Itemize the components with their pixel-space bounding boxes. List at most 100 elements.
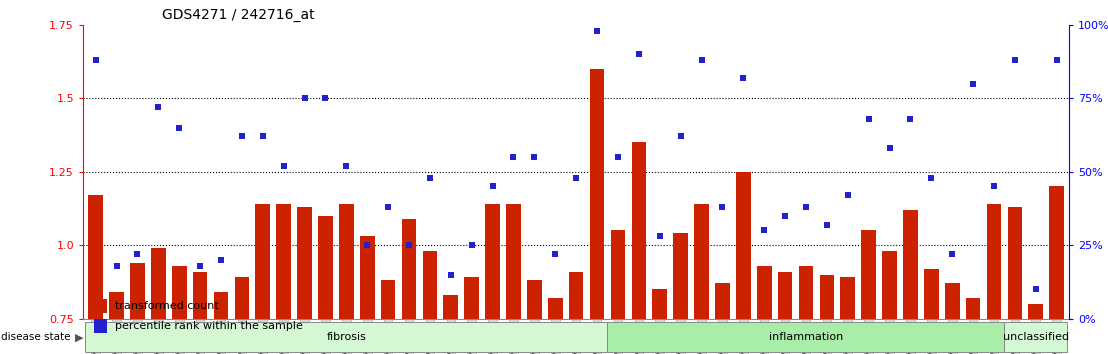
- Point: [902, 116, 920, 122]
- Text: transformed count: transformed count: [115, 301, 219, 311]
- Point: [609, 154, 627, 160]
- Point: [254, 133, 271, 139]
- Bar: [527, 280, 542, 319]
- Bar: [402, 219, 417, 319]
- Point: [735, 75, 752, 80]
- Text: unclassified: unclassified: [1003, 332, 1069, 342]
- Bar: [110, 292, 124, 319]
- Bar: [256, 204, 270, 319]
- Bar: [674, 233, 688, 319]
- Point: [630, 51, 648, 57]
- Point: [86, 57, 104, 63]
- Text: GDS4271 / 242716_at: GDS4271 / 242716_at: [162, 8, 315, 22]
- Bar: [1028, 304, 1043, 319]
- Point: [212, 257, 229, 263]
- Bar: [381, 280, 396, 319]
- Bar: [214, 292, 228, 319]
- Point: [192, 263, 209, 269]
- Text: ▶: ▶: [75, 332, 84, 342]
- Bar: [632, 142, 646, 319]
- Bar: [945, 283, 960, 319]
- Bar: [506, 204, 521, 319]
- Point: [777, 213, 794, 218]
- Bar: [820, 274, 834, 319]
- Point: [923, 175, 941, 181]
- Bar: [172, 266, 186, 319]
- Bar: [193, 272, 207, 319]
- Bar: [653, 289, 667, 319]
- Point: [379, 204, 397, 210]
- Point: [400, 242, 418, 248]
- Point: [233, 133, 250, 139]
- Point: [171, 125, 188, 130]
- Bar: [589, 69, 604, 319]
- Text: fibrosis: fibrosis: [327, 332, 367, 342]
- Point: [107, 263, 125, 269]
- Point: [881, 145, 899, 151]
- Bar: [861, 230, 876, 319]
- Point: [860, 116, 878, 122]
- FancyBboxPatch shape: [1005, 322, 1067, 352]
- Point: [296, 95, 314, 101]
- Text: inflammation: inflammation: [769, 332, 843, 342]
- Point: [484, 183, 502, 189]
- Bar: [297, 207, 311, 319]
- Bar: [1007, 207, 1023, 319]
- Point: [442, 272, 460, 278]
- Bar: [339, 204, 353, 319]
- Point: [1048, 57, 1066, 63]
- Bar: [695, 204, 709, 319]
- Bar: [757, 266, 771, 319]
- Bar: [1049, 186, 1064, 319]
- Bar: [151, 248, 165, 319]
- Bar: [841, 278, 855, 319]
- Bar: [130, 263, 145, 319]
- Point: [964, 81, 982, 86]
- Bar: [422, 251, 438, 319]
- FancyBboxPatch shape: [85, 322, 607, 352]
- Bar: [276, 204, 291, 319]
- Bar: [485, 204, 500, 319]
- Point: [421, 175, 439, 181]
- Point: [546, 251, 564, 257]
- Point: [588, 28, 606, 34]
- Point: [714, 204, 731, 210]
- Bar: [443, 295, 458, 319]
- Point: [1027, 286, 1045, 292]
- Bar: [360, 236, 375, 319]
- Point: [818, 222, 835, 227]
- Point: [756, 228, 773, 233]
- Bar: [799, 266, 813, 319]
- Bar: [89, 195, 103, 319]
- Bar: [568, 272, 584, 319]
- Bar: [987, 204, 1002, 319]
- Point: [567, 175, 585, 181]
- Text: percentile rank within the sample: percentile rank within the sample: [115, 321, 304, 331]
- Point: [317, 95, 335, 101]
- Point: [338, 163, 356, 169]
- Point: [1006, 57, 1024, 63]
- Point: [150, 104, 167, 110]
- Point: [525, 154, 543, 160]
- Point: [692, 57, 710, 63]
- FancyBboxPatch shape: [607, 322, 1005, 352]
- Bar: [736, 172, 750, 319]
- Bar: [715, 283, 730, 319]
- Point: [671, 133, 689, 139]
- Point: [358, 242, 376, 248]
- Bar: [903, 210, 917, 319]
- Point: [275, 163, 293, 169]
- Bar: [464, 278, 479, 319]
- Bar: [924, 269, 938, 319]
- Bar: [611, 230, 625, 319]
- Bar: [235, 278, 249, 319]
- Bar: [318, 216, 332, 319]
- Point: [985, 183, 1003, 189]
- Point: [943, 251, 961, 257]
- Bar: [882, 251, 896, 319]
- Text: disease state: disease state: [1, 332, 71, 342]
- Bar: [966, 298, 981, 319]
- Point: [797, 204, 814, 210]
- Point: [650, 234, 668, 239]
- Point: [504, 154, 522, 160]
